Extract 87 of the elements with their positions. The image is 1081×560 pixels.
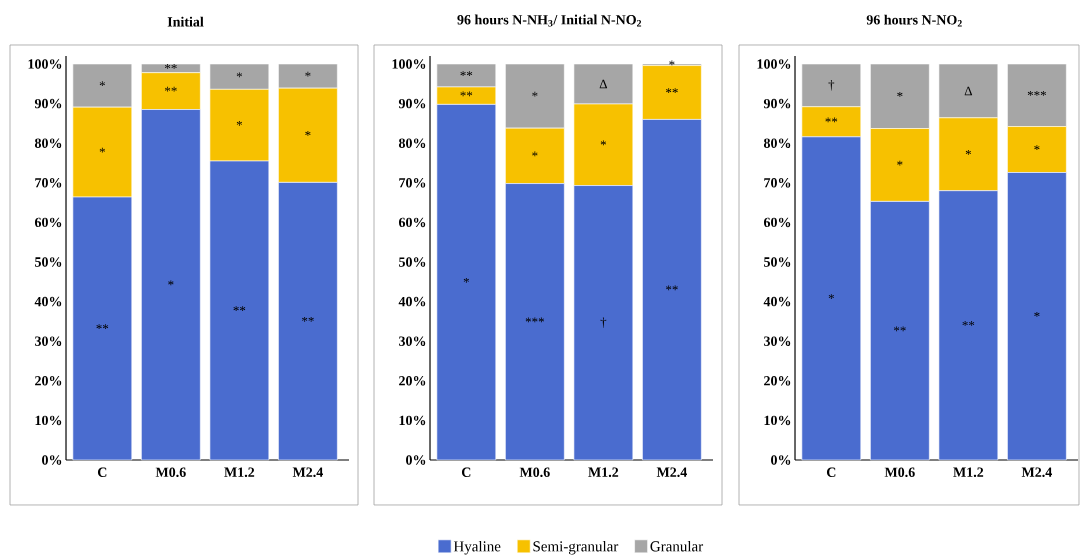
y-tick-label: 10% (35, 415, 62, 426)
annotation: * (897, 160, 903, 166)
annotation: Δ (964, 86, 973, 96)
annotation: ** (962, 321, 975, 326)
annotation: * (463, 277, 469, 283)
annotation: * (99, 81, 105, 87)
annotation: Δ (599, 79, 608, 89)
y-tick-label: 100% (28, 59, 62, 69)
y-tick-label: 90% (398, 98, 426, 109)
annotation: ** (460, 91, 473, 97)
y-tick-label: 100% (392, 59, 426, 69)
x-tick-label: M0.6 (519, 467, 550, 478)
annotation: * (600, 140, 606, 146)
y-tick-label: 50% (35, 257, 62, 267)
y-tick-label: 0% (42, 455, 62, 465)
y-tick-label: 30% (764, 336, 791, 346)
x-tick-label: M2.4 (656, 467, 687, 477)
annotation: ** (302, 316, 314, 322)
y-tick-label: 40% (34, 296, 62, 307)
annotation: *** (525, 317, 544, 323)
annotation: * (828, 294, 834, 299)
y-tick-label: 20% (35, 376, 62, 386)
x-tick-label: C (97, 467, 107, 477)
annotation: ** (893, 326, 906, 332)
y-tick-label: 30% (35, 336, 62, 346)
y-tick-label: 0% (406, 455, 426, 465)
y-tick-label: 10% (399, 415, 426, 426)
legend-label: Semi-granular (533, 540, 619, 555)
annotation: * (1034, 311, 1040, 317)
annotation: † (828, 80, 835, 91)
annotation: * (532, 91, 538, 97)
y-tick-label: 100% (757, 59, 791, 69)
x-tick-label: M1.2 (953, 467, 984, 477)
annotation: * (669, 60, 675, 66)
y-tick-label: 60% (763, 217, 791, 228)
y-tick-label: 70% (764, 178, 791, 188)
x-tick-label: M1.2 (224, 467, 255, 477)
annotation: * (305, 131, 311, 136)
annotation: *** (1027, 91, 1047, 96)
x-tick-label: C (461, 467, 471, 477)
annotation: † (600, 317, 607, 329)
chart-title: 96 hours N-NH$_{3}$/ Initial N-NO$_{2}$ (457, 14, 642, 27)
annotation: ** (666, 88, 678, 93)
annotation: * (532, 151, 538, 157)
chart-title: Initial (167, 16, 204, 27)
y-tick-label: 80% (34, 138, 62, 148)
annotation: * (236, 72, 242, 78)
annotation: * (99, 147, 105, 153)
x-tick-label: M0.6 (884, 467, 915, 478)
x-tick-label: M1.2 (588, 467, 619, 477)
annotation: * (1034, 145, 1040, 151)
x-tick-label: M0.6 (155, 467, 186, 478)
y-tick-label: 90% (34, 98, 62, 109)
legend-label: Hyaline (453, 540, 501, 555)
y-tick-label: 20% (764, 376, 791, 386)
annotation: ** (666, 285, 678, 291)
annotation: ** (460, 71, 473, 76)
y-tick-label: 10% (764, 415, 791, 426)
y-tick-label: 60% (398, 217, 426, 228)
y-tick-label: 40% (398, 296, 426, 307)
y-tick-label: 90% (763, 98, 791, 109)
annotation: ** (825, 117, 838, 123)
y-tick-label: 30% (399, 336, 426, 346)
y-tick-label: 50% (399, 257, 426, 267)
x-tick-label: M2.4 (292, 467, 323, 477)
annotation: * (168, 280, 174, 286)
y-tick-label: 70% (35, 178, 62, 188)
annotation: ** (164, 86, 177, 92)
annotation: * (305, 71, 311, 77)
x-tick-label: C (826, 467, 836, 477)
annotation: ** (164, 64, 177, 69)
annotation: * (236, 120, 242, 126)
annotation: * (897, 92, 903, 97)
annotation: ** (96, 324, 109, 330)
y-tick-label: 70% (399, 178, 426, 188)
y-tick-label: 80% (398, 138, 426, 148)
annotation: * (965, 150, 971, 155)
y-tick-label: 0% (771, 455, 791, 465)
y-tick-label: 60% (34, 217, 62, 228)
annotation: ** (233, 306, 246, 311)
y-tick-label: 80% (763, 138, 791, 148)
x-tick-label: M2.4 (1021, 467, 1052, 477)
y-tick-label: 40% (763, 296, 791, 307)
y-tick-label: 20% (399, 376, 426, 386)
y-tick-label: 50% (764, 257, 791, 267)
legend-label: Granular (650, 540, 704, 552)
chart-title: 96 hours N-NO$_{2}$ (866, 14, 962, 27)
